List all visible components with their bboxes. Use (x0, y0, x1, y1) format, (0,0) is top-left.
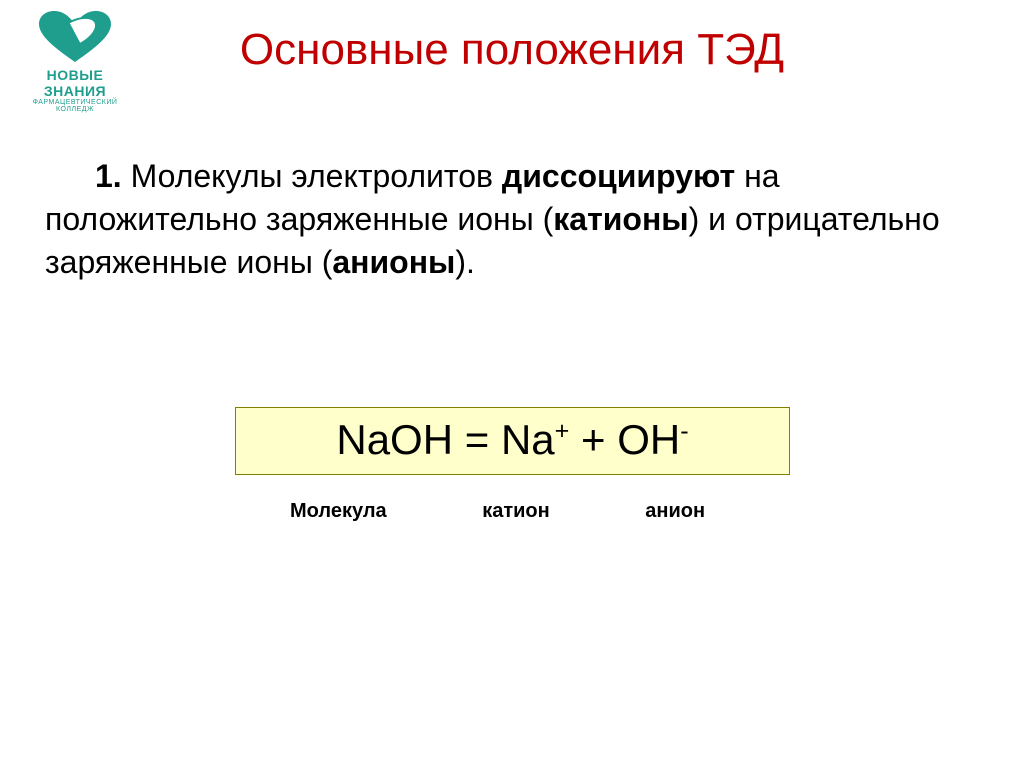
heart-pill-icon (35, 10, 115, 65)
equation-labels: Молекула катион анион (235, 500, 790, 523)
label-cation: катион (482, 500, 550, 523)
label-anion: анион (645, 500, 705, 523)
body-paragraph: 1. Молекулы электролитов диссоциируют на… (45, 155, 979, 285)
eq-cation: Na (501, 416, 555, 463)
logo-brand-line1: НОВЫЕ ЗНАНИЯ (15, 67, 135, 99)
p-part4: ). (455, 244, 475, 280)
p-bold2: катионы (553, 201, 688, 237)
eq-plus: + (569, 416, 617, 463)
logo-brand-line2: ФАРМАЦЕВТИЧЕСКИЙ КОЛЛЕДЖ (15, 99, 135, 113)
p-bold3: анионы (332, 244, 455, 280)
label-molecule: Молекула (290, 500, 387, 523)
logo: НОВЫЕ ЗНАНИЯ ФАРМАЦЕВТИЧЕСКИЙ КОЛЛЕДЖ (15, 10, 135, 113)
eq-anion: OH (617, 416, 680, 463)
eq-cation-sup: + (555, 417, 570, 445)
slide-title: Основные положения ТЭД (0, 0, 1024, 75)
eq-anion-sup: - (680, 417, 688, 445)
equation-box: NaOH = Na+ + OH- (235, 407, 790, 475)
eq-sign: = (453, 416, 501, 463)
p-bold1: диссоциируют (502, 158, 735, 194)
eq-lhs: NaOH (336, 416, 453, 463)
point-number: 1. (95, 158, 122, 194)
p-part1: Молекулы электролитов (122, 158, 502, 194)
